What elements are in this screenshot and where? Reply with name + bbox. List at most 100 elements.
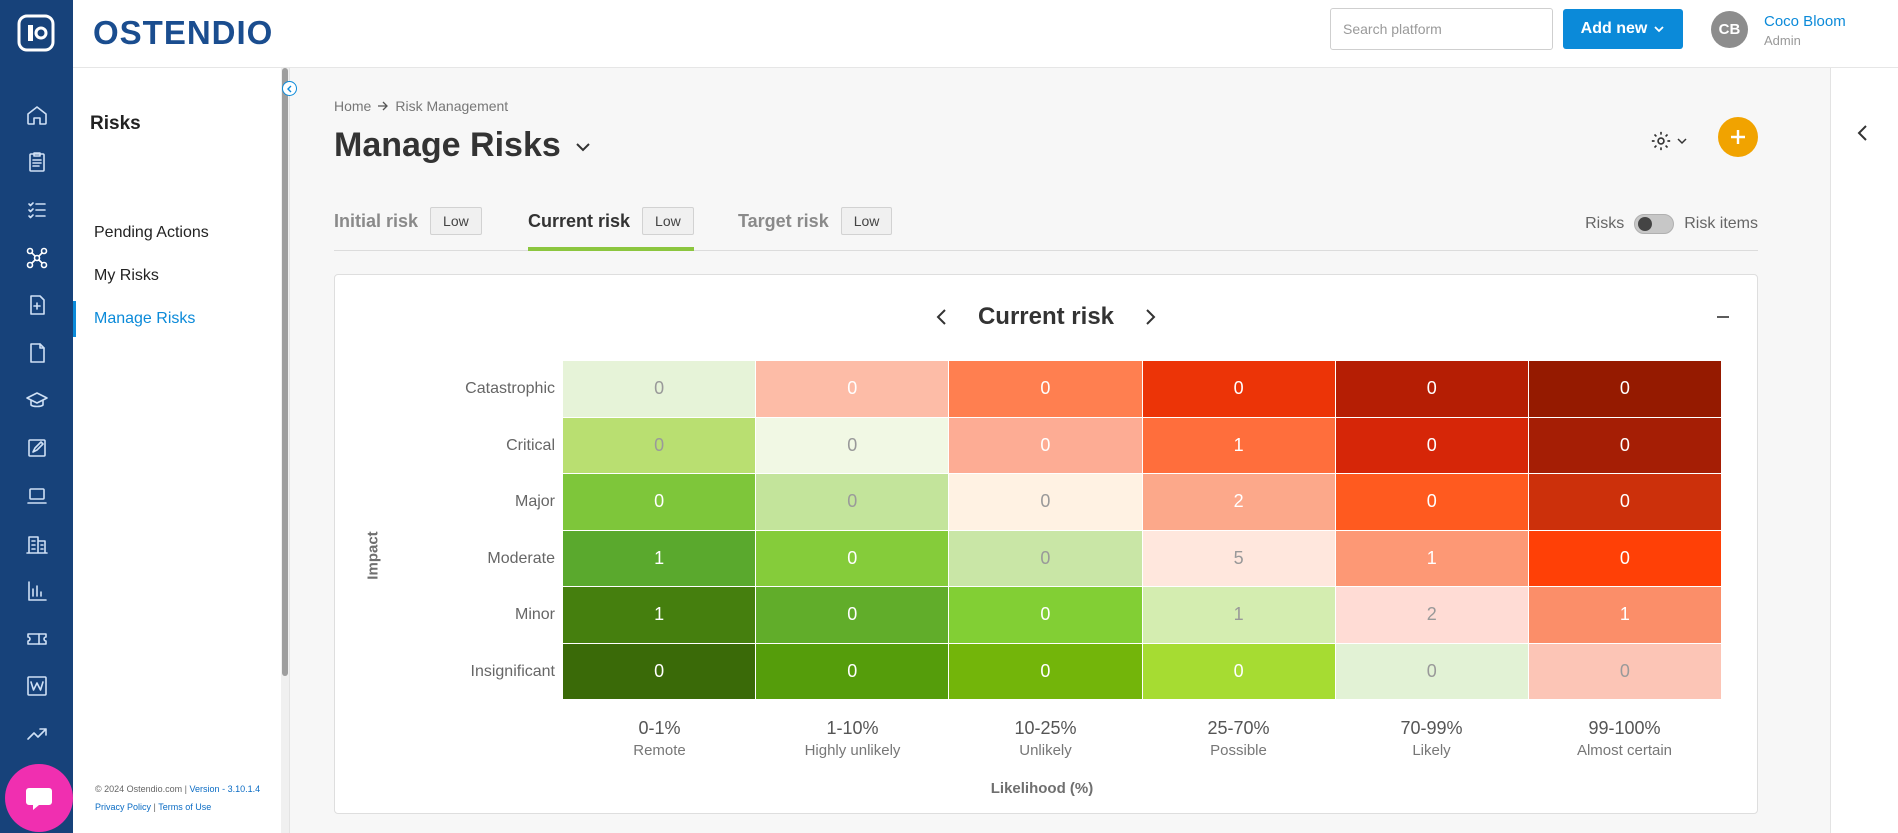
user-role: Admin [1764,33,1801,48]
column-labels: 0-1% Remote 1-10% Highly unlikely 10-25% Unli… [563,715,1721,761]
chevron-down-icon [1654,26,1664,33]
heatmap-cell[interactable]: 0 [1528,474,1721,530]
breadcrumb-home[interactable]: Home [334,98,372,114]
add-risk-button[interactable] [1718,117,1758,157]
heatmap-cell[interactable]: 0 [563,417,756,473]
home-icon[interactable] [22,100,52,130]
sidebar-item-manage-risks[interactable]: Manage Risks [73,301,282,337]
heatmap-title: Current risk [977,303,1115,330]
sidebar-scrollbar[interactable] [281,68,289,833]
heatmap-cell[interactable]: 1 [1528,587,1721,643]
row-label: Minor [514,606,555,623]
heatmap-cell[interactable]: 0 [1528,643,1721,699]
risk-tabs: Initial risk Low Current risk Low Target… [334,200,1758,251]
wiki-icon[interactable] [22,671,52,701]
tab-current-risk[interactable]: Current risk Low [528,200,694,251]
heatmap-cell[interactable]: 0 [756,643,949,699]
graduation-cap-icon[interactable] [22,386,52,416]
heatmap-cell[interactable]: 0 [756,361,949,417]
heatmap-cell[interactable]: 1 [1335,530,1528,586]
heatmap-cell[interactable]: 0 [949,587,1142,643]
settings-button[interactable] [1650,126,1694,156]
heatmap-cell[interactable]: 0 [1335,643,1528,699]
clipboard-icon[interactable] [22,147,52,177]
laptop-icon[interactable] [22,481,52,511]
collapse-sidebar-button[interactable] [282,81,297,96]
heatmap-cell[interactable]: 0 [949,530,1142,586]
heatmap-cell[interactable]: 1 [563,587,756,643]
row-label: Critical [506,436,555,454]
risks-risk-items-toggle[interactable] [1634,214,1675,234]
trend-icon[interactable] [22,719,52,749]
ostendio-logo-icon[interactable] [16,13,56,53]
sidebar-title: Risks [90,113,141,134]
heatmap-cell[interactable]: 1 [1142,417,1335,473]
heatmap-cell[interactable]: 0 [949,474,1142,530]
edit-note-icon[interactable] [22,433,52,463]
search-input[interactable] [1330,8,1553,50]
heatmap-cell[interactable]: 0 [1335,361,1528,417]
add-new-button[interactable]: Add new [1563,9,1683,49]
heatmap-cell[interactable]: 1 [563,530,756,586]
heatmap-cell[interactable]: 0 [756,474,949,530]
tab-target-risk[interactable]: Target risk Low [738,200,893,251]
chevron-down-icon[interactable] [573,136,593,156]
x-axis-title: Likelihood (%) [990,780,1094,797]
risk-network-icon[interactable] [22,243,52,273]
heatmap-cell[interactable]: 0 [756,417,949,473]
bar-chart-icon[interactable] [22,576,52,606]
heatmap-cell[interactable]: 0 [1142,643,1335,699]
next-heatmap-button[interactable] [1138,305,1162,329]
heatmap-cell[interactable]: 0 [1335,474,1528,530]
heatmap-cell[interactable]: 0 [949,643,1142,699]
risks-toggle-group: Risks Risk items [1585,214,1758,234]
checklist-icon[interactable] [22,195,52,225]
brand-logo[interactable]: OSTENDIO [93,14,274,51]
page-title: Manage Risks [334,126,593,165]
heatmap-cell[interactable]: 0 [1528,530,1721,586]
sidebar-item-my-risks[interactable]: My Risks [73,258,282,294]
sidebar-item-pending-actions[interactable]: Pending Actions [73,215,282,251]
heatmap-cell[interactable]: 0 [1528,361,1721,417]
heatmap-cell[interactable]: 2 [1335,587,1528,643]
previous-heatmap-button[interactable] [930,305,954,329]
heatmap-cell[interactable]: 0 [949,417,1142,473]
sidebar: Risks Pending Actions My Risks Manage Ri… [73,68,290,833]
main-content: Home Risk Management Manage Risks Initia… [290,68,1830,833]
privacy-policy-link[interactable]: Privacy Policy [95,802,152,812]
ticket-icon[interactable] [22,624,52,654]
row-label: Catastrophic [465,380,555,397]
heatmap-cell[interactable]: 0 [563,361,756,417]
tab-label: Initial risk [334,211,419,231]
heatmap-cell[interactable]: 0 [756,530,949,586]
tab-label: Current risk [528,211,631,231]
document-icon[interactable] [22,338,52,368]
tab-initial-risk[interactable]: Initial risk Low [334,200,482,251]
chat-icon[interactable] [5,764,73,832]
column-label: 25-70% Possible [1142,715,1335,761]
minimize-icon[interactable] [1715,311,1731,323]
building-icon[interactable] [22,529,52,559]
heatmap-cell[interactable]: 0 [563,474,756,530]
heatmap-cell[interactable]: 0 [563,643,756,699]
avatar[interactable]: CB [1711,11,1748,48]
heatmap-cell[interactable]: 0 [1142,361,1335,417]
expand-panel-chevron-icon[interactable] [1853,123,1873,143]
heatmap-cell[interactable]: 0 [949,361,1142,417]
tab-badge: Low [642,207,694,235]
heatmap-cell[interactable]: 5 [1142,530,1335,586]
heatmap-cell[interactable]: 2 [1142,474,1335,530]
sidebar-scrollbar-thumb[interactable] [282,68,288,676]
terms-of-use-link[interactable]: Terms of Use [158,802,212,812]
user-name[interactable]: Coco Bloom [1764,13,1846,30]
heatmap-cell[interactable]: 1 [1142,587,1335,643]
version-link[interactable]: Version - 3.10.1.4 [189,784,261,794]
breadcrumb-risk-management[interactable]: Risk Management [395,98,509,114]
column-label: 0-1% Remote [563,715,756,761]
heatmap-cell[interactable]: 0 [1528,417,1721,473]
add-document-icon[interactable] [22,290,52,320]
heatmap-cell[interactable]: 0 [1335,417,1528,473]
tab-label: Target risk [738,211,829,231]
heatmap-cell[interactable]: 0 [756,587,949,643]
toggle-knob [1638,217,1653,231]
